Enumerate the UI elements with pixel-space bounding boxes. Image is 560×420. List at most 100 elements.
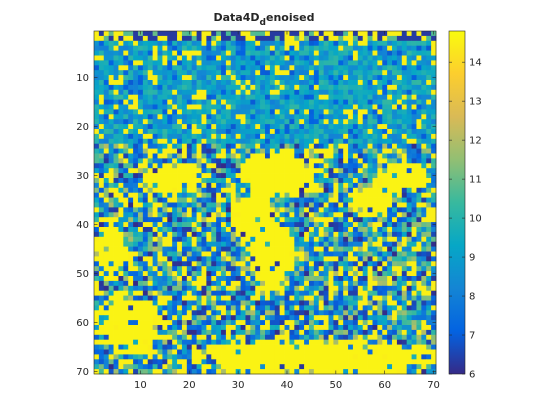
heatmap-cell <box>152 80 158 86</box>
colorbar-tick-label: 11 <box>469 175 482 186</box>
heatmap-cell <box>250 354 256 360</box>
heatmap-cell <box>308 310 315 316</box>
heatmap-cell <box>396 364 403 370</box>
heatmap-cell <box>421 339 427 345</box>
heatmap-cell <box>362 344 368 350</box>
heatmap-cell <box>201 285 207 292</box>
heatmap-cell <box>172 148 178 154</box>
heatmap-cell <box>265 271 271 277</box>
heatmap-cell <box>211 94 217 100</box>
heatmap-cell <box>333 182 339 189</box>
heatmap-cell <box>201 280 207 287</box>
heatmap-cell <box>294 192 300 198</box>
heatmap-cell <box>313 300 320 306</box>
heatmap-cell <box>260 70 266 76</box>
heatmap-cell <box>372 173 378 179</box>
heatmap-cell <box>421 276 427 282</box>
heatmap-cell <box>382 222 388 228</box>
heatmap-cell <box>157 261 163 267</box>
heatmap-cell <box>186 241 193 247</box>
heatmap-cell <box>137 329 144 336</box>
heatmap-cell <box>269 173 276 179</box>
heatmap-cell <box>372 143 378 149</box>
heatmap-cell <box>279 104 285 110</box>
heatmap-cell <box>103 227 110 233</box>
heatmap-cell <box>196 300 202 306</box>
heatmap-cell <box>377 143 383 149</box>
heatmap-cell <box>94 280 100 287</box>
heatmap-cell <box>186 70 193 76</box>
heatmap-cell <box>113 231 119 238</box>
heatmap-cell <box>206 65 212 71</box>
heatmap-cell <box>274 31 281 37</box>
heatmap-cell <box>313 246 320 252</box>
heatmap-cell <box>377 163 383 169</box>
heatmap-cell <box>167 271 173 277</box>
heatmap-cell <box>245 334 251 341</box>
heatmap-cell <box>323 300 329 306</box>
heatmap-cell <box>367 192 373 198</box>
heatmap-cell <box>108 349 114 355</box>
heatmap-cell <box>377 344 383 350</box>
heatmap-cell <box>377 320 383 326</box>
heatmap-cell <box>294 60 300 66</box>
heatmap-cell <box>406 158 412 164</box>
colorbar-tick-label: 7 <box>469 331 475 342</box>
heatmap-cell <box>426 84 432 91</box>
heatmap-cell <box>113 192 119 198</box>
heatmap-cell <box>387 329 393 336</box>
heatmap-cell <box>352 217 359 223</box>
heatmap-cell <box>250 325 256 331</box>
heatmap-cell <box>396 148 403 154</box>
heatmap-cell <box>235 158 241 164</box>
heatmap-cell <box>118 334 124 341</box>
heatmap-cell <box>377 80 383 86</box>
heatmap-cell <box>206 280 212 287</box>
heatmap-cell <box>181 70 188 76</box>
heatmap-cell <box>142 99 149 105</box>
heatmap-cell <box>299 305 305 311</box>
heatmap-cell <box>348 55 354 61</box>
heatmap-cell <box>216 207 222 213</box>
heatmap-cell <box>313 60 320 66</box>
heatmap-cell <box>338 325 344 331</box>
heatmap-cell <box>225 305 232 311</box>
heatmap-cell <box>406 84 412 91</box>
heatmap-cell <box>274 65 281 71</box>
heatmap-cell <box>221 109 227 115</box>
heatmap-cell <box>421 354 427 360</box>
heatmap-cell <box>362 354 368 360</box>
heatmap-cell <box>167 359 173 365</box>
heatmap-cell <box>147 290 153 296</box>
heatmap-cell <box>255 129 261 135</box>
heatmap-cell <box>372 84 378 91</box>
heatmap-cell <box>372 295 378 301</box>
heatmap-cell <box>206 40 212 47</box>
heatmap-cell <box>167 158 173 164</box>
heatmap-cell <box>294 280 300 287</box>
heatmap-cell <box>411 315 417 321</box>
heatmap-cell <box>206 114 212 120</box>
heatmap-cell <box>250 60 256 66</box>
heatmap-cell <box>279 89 285 96</box>
heatmap-cell <box>123 70 129 76</box>
heatmap-cell <box>181 60 188 66</box>
heatmap-cell <box>152 94 158 100</box>
heatmap-cell <box>323 182 329 189</box>
heatmap-cell <box>392 354 398 360</box>
heatmap-cell <box>240 305 246 311</box>
heatmap-cell <box>362 349 368 355</box>
heatmap-cell <box>98 178 105 184</box>
heatmap-cell <box>216 133 222 140</box>
heatmap-cell <box>343 339 349 345</box>
heatmap-cell <box>387 256 393 262</box>
heatmap-cell <box>333 35 339 42</box>
heatmap-cell <box>338 320 344 326</box>
heatmap-cell <box>392 45 398 51</box>
heatmap-cell <box>308 119 315 125</box>
heatmap-cell <box>387 129 393 135</box>
heatmap-cell <box>333 320 339 326</box>
heatmap-cell <box>352 168 359 174</box>
heatmap-cell <box>137 50 144 56</box>
heatmap-cell <box>108 99 114 105</box>
